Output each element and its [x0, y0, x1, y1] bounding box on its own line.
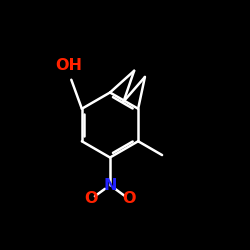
Text: O: O [122, 192, 136, 206]
Text: N: N [103, 178, 117, 192]
Text: OH: OH [55, 58, 82, 74]
Text: O: O [84, 192, 98, 206]
